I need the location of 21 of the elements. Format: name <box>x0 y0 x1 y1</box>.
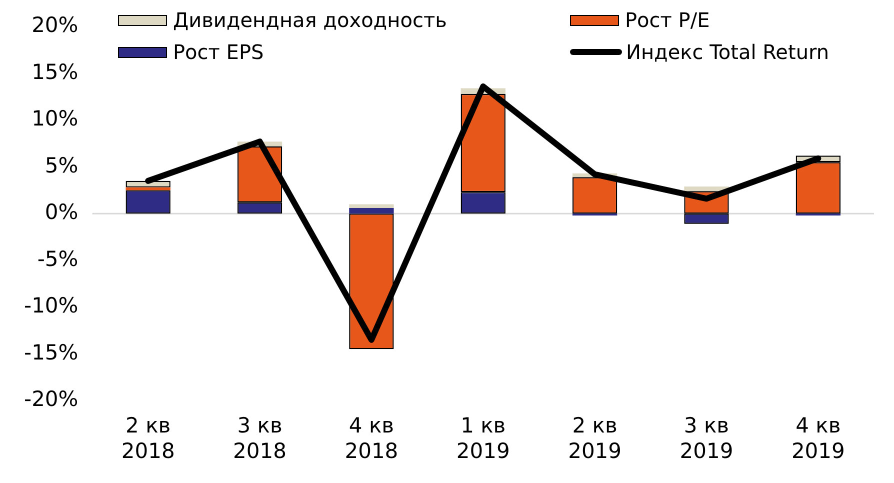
y-tick-label: -5% <box>37 246 78 271</box>
x-tick-label: 4 кв 2019 <box>791 414 845 463</box>
legend-label: Дивидендная доходность <box>173 8 447 32</box>
x-tick-label: 1 кв 2019 <box>456 414 510 463</box>
y-tick-label: 20% <box>32 13 78 38</box>
x-tick-label: 4 кв 2018 <box>344 414 398 463</box>
x-tick-label: 3 кв 2018 <box>233 414 286 463</box>
bar <box>349 204 394 208</box>
x-tick-label: 2 кв 2019 <box>568 414 622 463</box>
y-tick-label: 10% <box>32 106 78 131</box>
y-tick-label: 5% <box>44 153 78 178</box>
y-tick-label: 15% <box>32 60 78 84</box>
y-tick-label: -10% <box>24 294 78 318</box>
y-tick-label: -20% <box>24 387 78 412</box>
x-tick-label: 2 кв 2018 <box>121 414 175 463</box>
x-tick-label: 3 кв 2019 <box>680 414 734 463</box>
legend-label: Рост EPS <box>173 40 264 64</box>
y-tick-label: -15% <box>24 340 78 364</box>
y-tick-label: 0% <box>44 200 78 224</box>
legend-label: Индекс Total Return <box>626 40 830 64</box>
legend-label: Рост P/E <box>625 8 710 32</box>
